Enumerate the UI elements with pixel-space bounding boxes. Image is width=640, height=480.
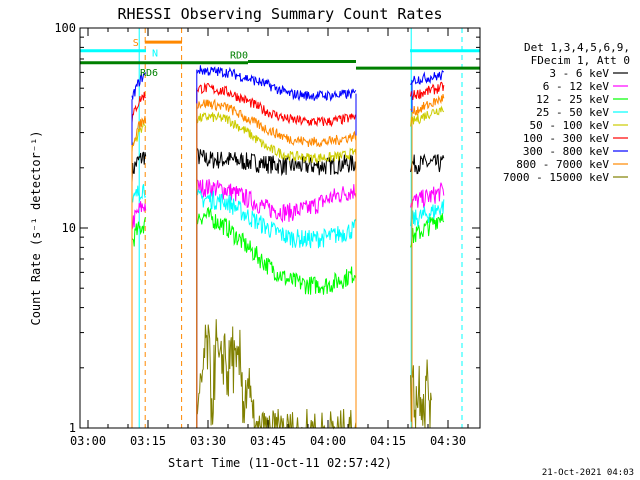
legend-header-detectors: Det 1,3,4,5,6,9, xyxy=(524,41,630,54)
series-line xyxy=(131,206,445,295)
y-tick-label: 100 xyxy=(54,21,76,35)
x-tick-label: 03:30 xyxy=(190,434,226,448)
x-tick-label: 04:30 xyxy=(430,434,466,448)
flag-label-rd6: RD6 xyxy=(140,68,158,79)
series-line xyxy=(131,179,445,230)
legend-entry-label: 25 - 50 keV xyxy=(536,106,609,119)
x-tick-label: 04:00 xyxy=(310,434,346,448)
x-tick-label: 04:15 xyxy=(370,434,406,448)
legend-header-decimation: FDecim 1, Att 0 xyxy=(531,54,630,67)
flag-label-n: N xyxy=(152,49,158,60)
series-line xyxy=(131,81,445,128)
legend-entry-label: 3 - 6 keV xyxy=(549,67,609,80)
flag-label-s: S xyxy=(133,38,139,49)
generated-timestamp: 21-Oct-2021 04:03 xyxy=(542,468,634,478)
series-line xyxy=(131,65,445,102)
legend-entry-label: 7000 - 15000 keV xyxy=(503,171,609,184)
legend-entry-label: 6 - 12 keV xyxy=(543,80,610,93)
legend-entry-label: 50 - 100 keV xyxy=(530,119,610,132)
x-axis-label: Start Time (11-Oct-11 02:57:42) xyxy=(168,456,392,470)
legend: Det 1,3,4,5,6,9, FDecim 1, Att 0 3 - 6 k… xyxy=(503,41,630,184)
y-axis-label: Count Rate (s⁻¹ detector⁻¹) xyxy=(29,130,43,325)
plot-area: S N RD0 RD6 xyxy=(80,28,480,430)
x-tick-label: 03:15 xyxy=(130,434,166,448)
x-axis-ticks: 03:00 03:15 03:30 03:45 04:00 04:15 04:30 xyxy=(70,28,469,448)
x-tick-label: 03:00 xyxy=(70,434,106,448)
legend-entry-label: 100 - 300 keV xyxy=(523,132,609,145)
y-tick-label: 1 xyxy=(69,421,76,435)
flag-label-rd0: RD0 xyxy=(230,50,248,61)
y-tick-label: 10 xyxy=(62,221,76,235)
series-line xyxy=(131,184,445,249)
legend-entry-label: 12 - 25 keV xyxy=(536,93,609,106)
y-axis-ticks: 1 10 100 xyxy=(54,21,480,435)
series-line xyxy=(131,148,445,183)
legend-entry-label: 800 - 7000 keV xyxy=(516,158,609,171)
chart-title: RHESSI Observing Summary Count Rates xyxy=(117,5,442,23)
legend-entry-label: 300 - 800 keV xyxy=(523,145,609,158)
x-tick-label: 03:45 xyxy=(250,434,286,448)
series-line xyxy=(131,94,445,148)
